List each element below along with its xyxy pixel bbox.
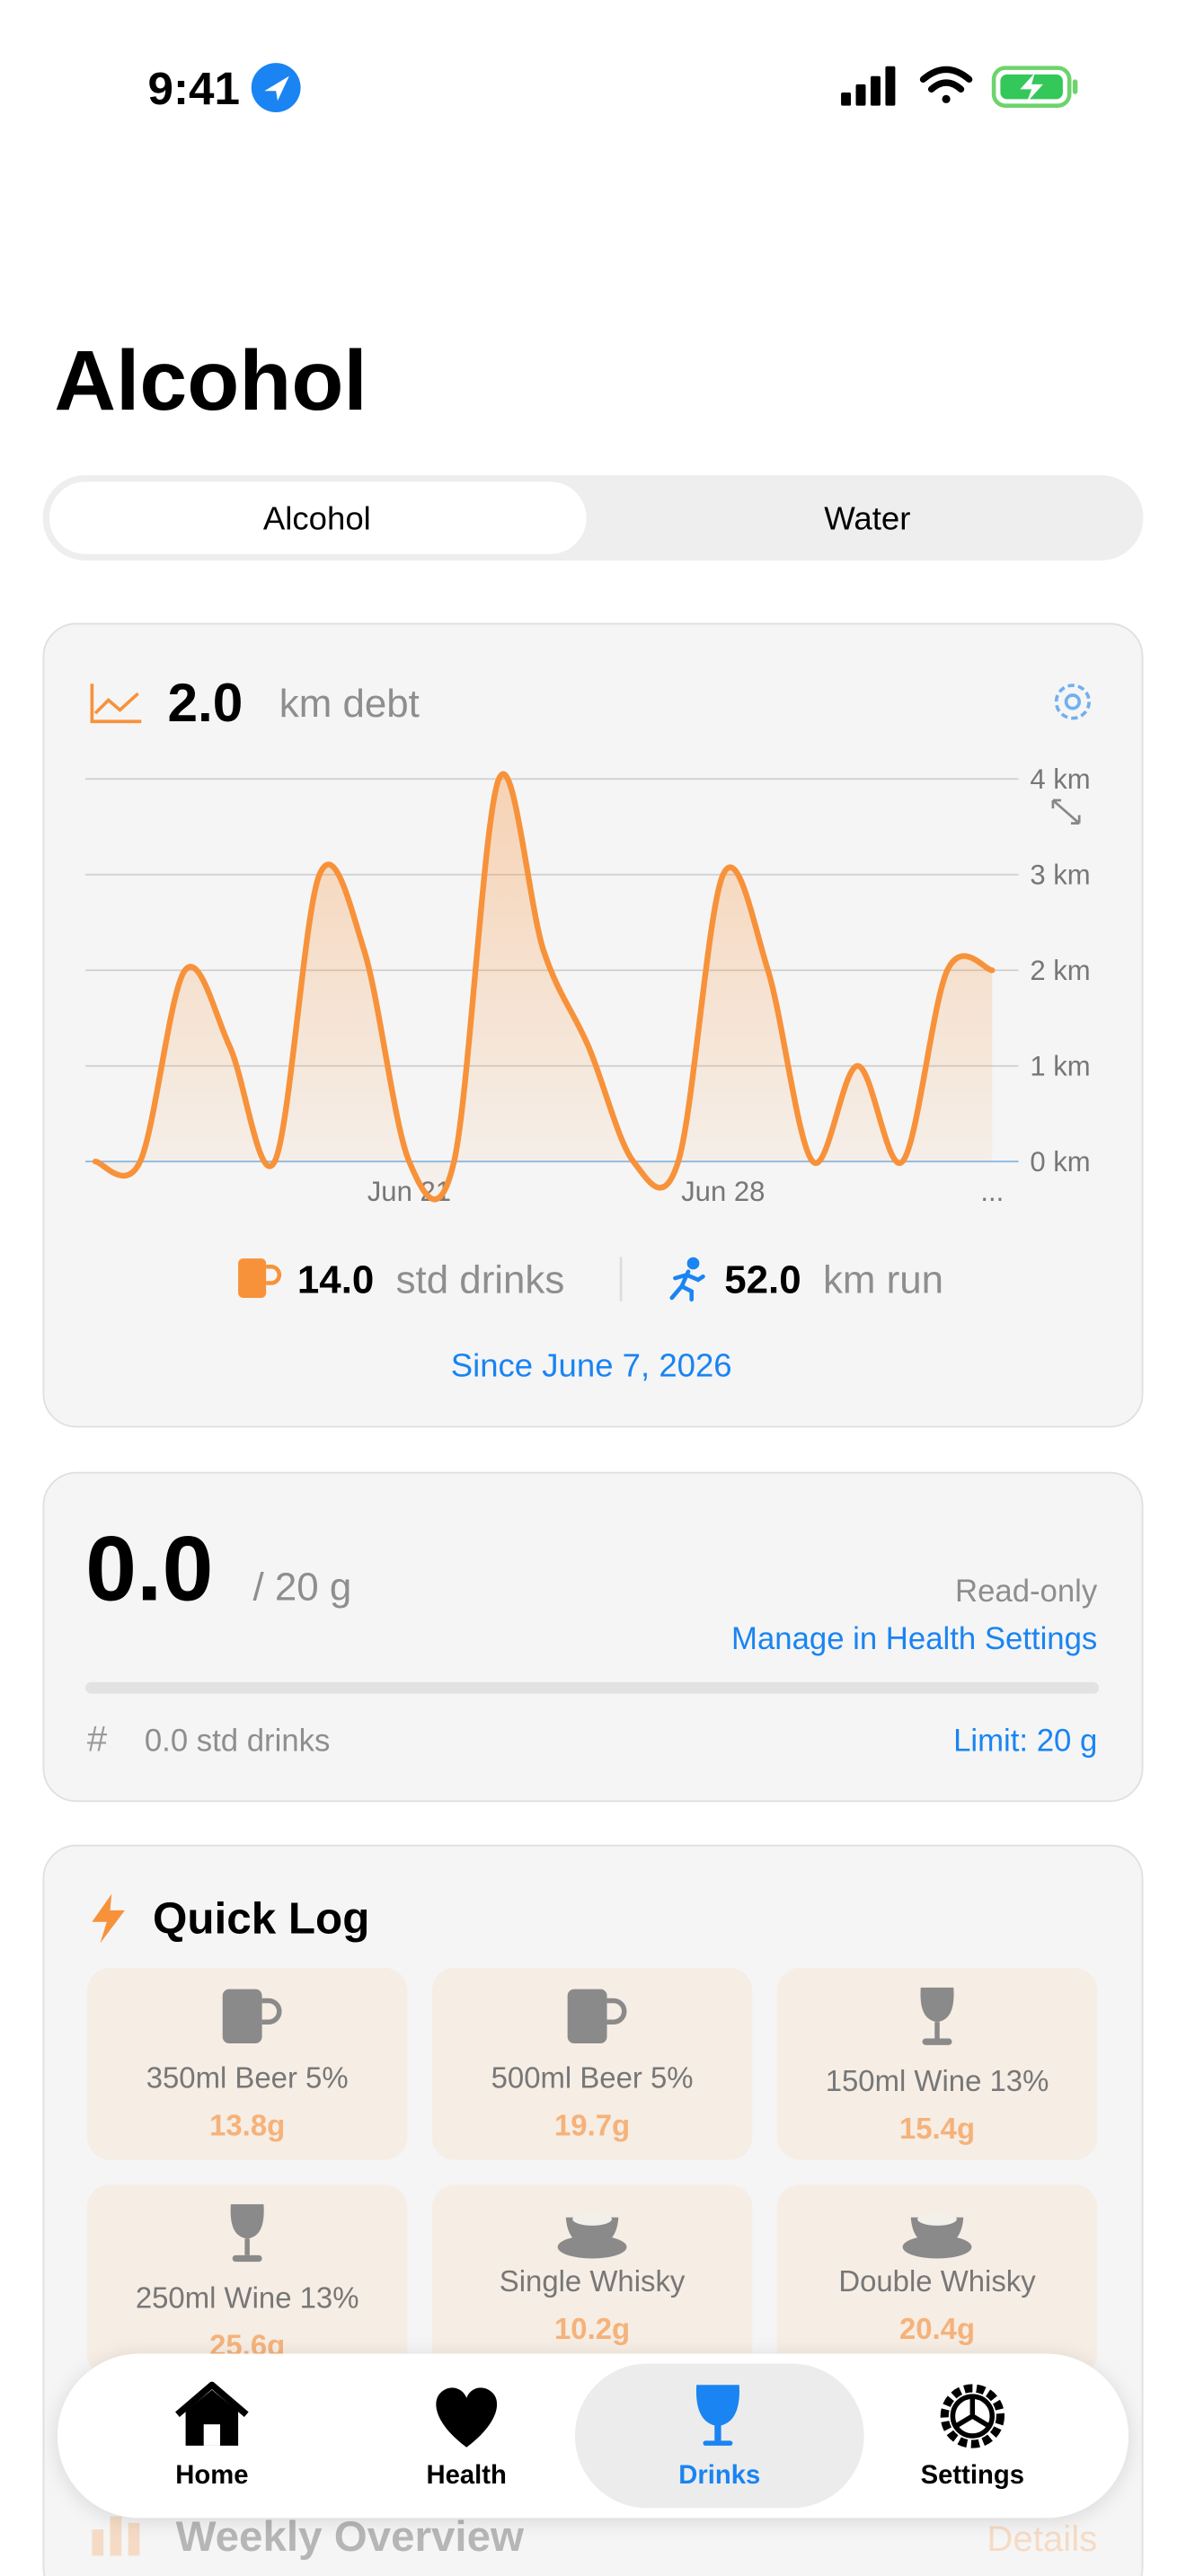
cup-rim <box>572 2212 613 2226</box>
wifi-icon <box>919 66 973 103</box>
quick-log-title: Quick Log <box>153 1894 369 1944</box>
mug-handle <box>606 1998 627 2025</box>
progress-track <box>85 1681 1100 1694</box>
mug-handle <box>261 1998 282 2025</box>
line <box>92 771 996 1203</box>
quick-log-item[interactable] <box>431 1967 753 2160</box>
hash-icon: # <box>87 1719 108 1760</box>
drinks-icon[interactable] <box>695 2385 739 2446</box>
tab-label[interactable]: Health <box>427 2461 507 2490</box>
y-tick-label: 2 km <box>1030 955 1090 986</box>
mug <box>222 1989 262 2043</box>
item-grams: 15.4g <box>899 2112 975 2145</box>
item-grams: 19.7g <box>554 2108 630 2141</box>
foot <box>232 2254 262 2263</box>
saucer <box>557 2235 627 2259</box>
drinks-unit: std drinks <box>396 1257 565 1301</box>
quick-log-item[interactable] <box>431 2184 753 2378</box>
quick-log-item[interactable] <box>86 2184 408 2378</box>
tab-label[interactable]: Drinks <box>678 2461 760 2490</box>
weekly-icon <box>92 2529 104 2556</box>
run-unit: km run <box>823 1257 943 1301</box>
weekly-icon <box>110 2516 122 2556</box>
intake-limit-text: / 20 g <box>253 1565 352 1609</box>
std-drinks: 0.0 std drinks <box>145 1725 330 1759</box>
cup-rim <box>917 2212 957 2226</box>
foot <box>922 2038 952 2045</box>
intake-value: 0.0 <box>85 1516 213 1619</box>
debt-unit: km debt <box>279 682 420 726</box>
debt-value: 2.0 <box>167 672 243 733</box>
page-title: Alcohol <box>54 333 367 428</box>
debt-card <box>42 622 1144 1428</box>
item-name: 150ml Wine 13% <box>826 2064 1049 2097</box>
y-tick-label: 4 km <box>1030 763 1090 795</box>
weekly-icon <box>128 2522 140 2556</box>
intake-card <box>42 1471 1144 1803</box>
since-link[interactable]: Since June 7, 2026 <box>451 1347 732 1384</box>
glass <box>920 1987 954 2023</box>
y-tick-label: 3 km <box>1030 860 1090 891</box>
stem <box>934 2022 940 2039</box>
battery-icon <box>991 66 1078 108</box>
item-name: Double Whisky <box>838 2264 1036 2298</box>
segment-label[interactable]: Water <box>824 499 910 536</box>
drinks-value: 14.0 <box>297 1257 374 1301</box>
y-tick-label: 1 km <box>1030 1051 1090 1082</box>
item-name: 250ml Wine 13% <box>136 2280 359 2314</box>
weekly-section: Weekly Overview Details <box>92 2513 1097 2561</box>
location-icon <box>251 63 301 112</box>
drink-icon <box>920 1987 954 2045</box>
tab-label[interactable]: Home <box>175 2461 248 2490</box>
drink-icon <box>557 2212 627 2259</box>
mug <box>567 1989 607 2043</box>
manage-link[interactable]: Manage in Health Settings <box>731 1622 1097 1656</box>
segment-selected[interactable] <box>49 481 587 554</box>
x-tick-label: ... <box>980 1176 1004 1207</box>
runner-icon <box>669 1257 705 1302</box>
quick-log-grid: 350ml Beer 5% 13.8g 500ml Beer 5% 19.7g 150m… <box>86 1967 1098 2378</box>
drink-icon <box>902 2212 972 2259</box>
quick-log-item[interactable] <box>776 2184 1098 2378</box>
item-grams: 20.4g <box>899 2312 975 2345</box>
weekly-details[interactable]: Details <box>987 2519 1097 2559</box>
chart-icon <box>90 684 142 724</box>
tab-label[interactable]: Settings <box>921 2461 1024 2490</box>
expand-icon[interactable] <box>1051 798 1081 825</box>
drink-icon <box>222 1989 282 2043</box>
settings-gear[interactable] <box>1054 684 1091 720</box>
saucer <box>902 2235 972 2259</box>
drink-icon <box>567 1989 627 2043</box>
mug-icon <box>238 1258 282 1298</box>
home-icon[interactable] <box>175 2381 249 2446</box>
cup <box>565 2217 619 2245</box>
cup <box>910 2217 964 2245</box>
quick-log-item[interactable] <box>776 1967 1098 2160</box>
bolt-icon <box>92 1893 125 1944</box>
item-name: Single Whisky <box>500 2264 686 2298</box>
weekly-title: Weekly Overview <box>176 2513 525 2561</box>
item-name: 500ml Beer 5% <box>491 2060 694 2094</box>
status-time: 9:41 <box>148 63 240 114</box>
stem <box>244 2238 250 2255</box>
run-value: 52.0 <box>724 1257 801 1301</box>
y-tick-label: 0 km <box>1030 1146 1090 1178</box>
settings-icon[interactable] <box>940 2384 1005 2448</box>
item-grams: 13.8g <box>209 2108 285 2141</box>
drink-icon <box>230 2204 264 2263</box>
limit-label: Limit: 20 g <box>953 1725 1097 1759</box>
quick-log-item[interactable] <box>86 1967 408 2160</box>
signal-icon <box>841 66 896 106</box>
segment-label[interactable]: Alcohol <box>263 499 371 536</box>
read-only-label: Read-only <box>955 1575 1098 1609</box>
item-name: 350ml Beer 5% <box>146 2060 349 2094</box>
health-icon[interactable] <box>436 2387 498 2448</box>
item-grams: 10.2g <box>554 2312 630 2345</box>
x-tick-label: Jun 28 <box>681 1176 765 1207</box>
glass <box>230 2204 264 2239</box>
